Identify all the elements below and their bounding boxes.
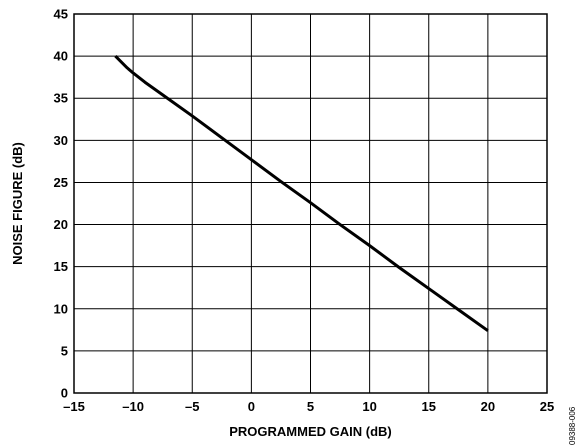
y-tick-label: 20 — [54, 217, 68, 232]
x-tick-label: 0 — [248, 399, 255, 414]
x-tick-labels: –15 –10 –5 0 5 10 15 20 25 — [63, 399, 554, 414]
x-axis-title: PROGRAMMED GAIN (dB) — [229, 424, 392, 439]
y-tick-label: 10 — [54, 301, 68, 316]
x-tick-label: 25 — [540, 399, 554, 414]
y-tick-label: 5 — [61, 343, 68, 358]
y-axis-title: NOISE FIGURE (dB) — [10, 142, 25, 265]
x-tick-label: –5 — [185, 399, 199, 414]
y-tick-label: 15 — [54, 259, 68, 274]
x-tick-label: –10 — [122, 399, 144, 414]
grid — [73, 13, 548, 394]
x-tick-label: 5 — [307, 399, 314, 414]
y-tick-label: 0 — [61, 386, 68, 401]
y-tick-label: 30 — [54, 133, 68, 148]
y-tick-labels: 0 5 10 15 20 25 30 35 40 45 — [54, 7, 68, 401]
plot-frame — [73, 13, 548, 394]
figure-id: 09388-006 — [568, 406, 577, 445]
y-tick-label: 45 — [54, 7, 68, 22]
x-tick-label: 10 — [362, 399, 376, 414]
x-tick-label: 20 — [481, 399, 495, 414]
x-tick-label: –15 — [63, 399, 85, 414]
y-tick-label: 40 — [54, 49, 68, 64]
y-tick-label: 25 — [54, 175, 68, 190]
y-tick-label: 35 — [54, 91, 68, 106]
x-tick-label: 15 — [422, 399, 436, 414]
series-line — [114, 55, 489, 332]
